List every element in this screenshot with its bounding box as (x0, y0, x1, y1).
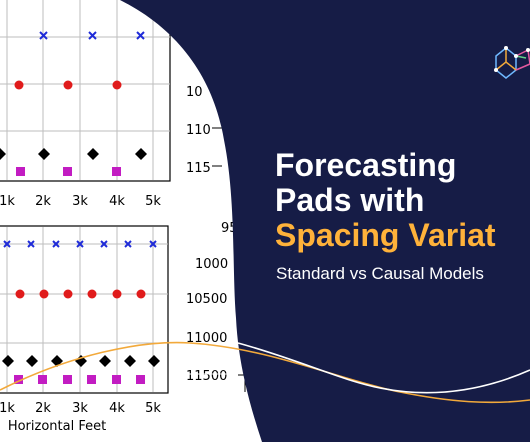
tick-label: 110 (186, 123, 211, 138)
navy-banner-shape (120, 0, 530, 442)
bottom-scatter-panel (0, 225, 169, 394)
red-markers (14, 80, 122, 90)
banner-title: Forecasting Pads with Spacing Variat (275, 148, 530, 253)
network-cube-icon (494, 46, 530, 79)
tick-label: 5k (145, 194, 161, 209)
x-axis-label: Horizontal Feet (8, 419, 106, 434)
orange-curve (0, 341, 530, 404)
tick-label: 10 (186, 85, 203, 100)
banner-subtitle: Standard vs Causal Models (276, 264, 484, 283)
tick-label: 1k (0, 401, 15, 416)
title-accent-line: Spacing Variat (275, 217, 496, 253)
title-line-1: Forecasting (275, 147, 457, 183)
tick-label: 115 (186, 161, 211, 176)
white-curve (237, 342, 530, 394)
title-line-2: Pads with (275, 182, 425, 218)
tick-label: 5k (145, 401, 161, 416)
top-right-y-ticks: 10 110 115 (186, 85, 222, 176)
tick-label: 11500 (186, 369, 227, 384)
tick-label: 3k (72, 401, 88, 416)
tick-label: 11000 (186, 331, 227, 346)
tick-label: 3k (72, 194, 88, 209)
tick-label: 10500 (186, 292, 227, 307)
tick-label: 4k (109, 194, 125, 209)
diamond-markers (0, 148, 147, 160)
top-scatter-panel (0, 0, 171, 182)
tick-label: 1k (0, 194, 15, 209)
tick-label: 1000 (195, 257, 228, 272)
tick-label: 2k (35, 401, 51, 416)
top-x-ticks: 1k 2k 3k 4k 5k (0, 194, 161, 209)
bottom-x-ticks: 1k 2k 3k 4k 5k (0, 401, 161, 416)
tick-label: 2k (35, 194, 51, 209)
tick-label: 4k (109, 401, 125, 416)
